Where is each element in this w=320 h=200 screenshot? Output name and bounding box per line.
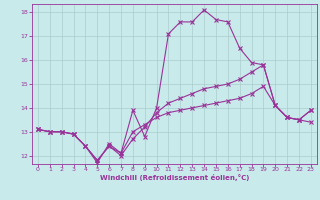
X-axis label: Windchill (Refroidissement éolien,°C): Windchill (Refroidissement éolien,°C) [100,174,249,181]
